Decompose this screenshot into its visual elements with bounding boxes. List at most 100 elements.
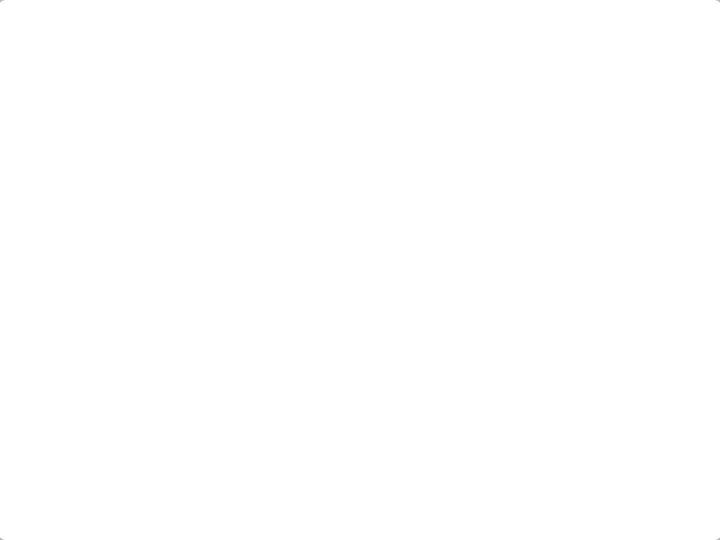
Circle shape	[404, 490, 428, 517]
Circle shape	[458, 490, 482, 517]
Circle shape	[467, 402, 517, 459]
Text: Hepatocyte: Hepatocyte	[399, 194, 441, 200]
Circle shape	[402, 349, 431, 382]
Text: 4: 4	[418, 312, 423, 321]
Circle shape	[426, 36, 446, 58]
Circle shape	[374, 399, 421, 453]
Circle shape	[494, 490, 518, 517]
Text: Liver: Liver	[636, 302, 659, 311]
Circle shape	[563, 445, 610, 499]
Circle shape	[539, 51, 559, 74]
Ellipse shape	[509, 357, 575, 421]
Circle shape	[570, 442, 595, 471]
Circle shape	[400, 271, 413, 285]
Circle shape	[562, 402, 611, 459]
Circle shape	[384, 477, 429, 529]
Circle shape	[395, 48, 405, 59]
Circle shape	[563, 461, 610, 515]
Text: 2: 2	[411, 133, 416, 143]
Ellipse shape	[487, 415, 492, 444]
Circle shape	[541, 415, 569, 446]
Text: BILIRUBIN–: BILIRUBIN–	[441, 142, 489, 151]
Ellipse shape	[463, 415, 468, 444]
Text: BILIVERDIN: BILIVERDIN	[432, 92, 481, 102]
Circle shape	[530, 415, 549, 436]
Ellipse shape	[585, 38, 625, 72]
Circle shape	[460, 167, 472, 181]
Circle shape	[569, 94, 587, 114]
Circle shape	[390, 484, 415, 512]
Text: Senescent
red cells: Senescent red cells	[303, 104, 340, 117]
Circle shape	[582, 426, 596, 441]
Circle shape	[410, 167, 422, 181]
Circle shape	[418, 113, 430, 126]
Circle shape	[570, 463, 595, 492]
Circle shape	[313, 56, 330, 75]
Circle shape	[405, 48, 415, 59]
Circle shape	[427, 402, 477, 459]
Ellipse shape	[560, 496, 605, 526]
Circle shape	[508, 258, 520, 272]
Circle shape	[374, 445, 421, 499]
Circle shape	[495, 402, 544, 459]
Circle shape	[433, 415, 461, 446]
Circle shape	[495, 258, 508, 272]
Circle shape	[299, 39, 344, 91]
Circle shape	[650, 24, 668, 44]
Circle shape	[535, 402, 585, 459]
Circle shape	[374, 476, 421, 530]
Circle shape	[405, 113, 417, 126]
Circle shape	[454, 402, 503, 459]
Circle shape	[481, 402, 531, 459]
Text: 3: 3	[476, 250, 482, 259]
Circle shape	[476, 490, 500, 517]
Circle shape	[488, 415, 515, 446]
Ellipse shape	[577, 461, 600, 468]
Circle shape	[435, 167, 447, 181]
Circle shape	[452, 415, 479, 446]
Ellipse shape	[577, 490, 600, 496]
Circle shape	[325, 30, 341, 49]
Circle shape	[411, 470, 425, 485]
Text: Colon: Colon	[341, 416, 364, 425]
Text: Duodenum: Duodenum	[600, 382, 642, 391]
Circle shape	[400, 480, 413, 496]
Circle shape	[373, 402, 423, 459]
Ellipse shape	[348, 222, 654, 401]
Circle shape	[639, 29, 647, 39]
Ellipse shape	[477, 230, 634, 362]
Ellipse shape	[562, 415, 567, 444]
Ellipse shape	[560, 423, 587, 449]
Circle shape	[492, 477, 537, 529]
Circle shape	[422, 490, 446, 517]
Circle shape	[404, 127, 423, 148]
Ellipse shape	[537, 415, 542, 444]
Circle shape	[642, 74, 654, 87]
Text: Bilirubin
glucuronides: Bilirubin glucuronides	[312, 243, 357, 256]
Ellipse shape	[351, 239, 463, 353]
Circle shape	[374, 430, 421, 484]
Text: Urobilinogen: Urobilinogen	[627, 457, 676, 467]
Circle shape	[469, 113, 480, 126]
Circle shape	[414, 271, 426, 285]
Circle shape	[431, 113, 442, 126]
Circle shape	[387, 402, 436, 459]
Circle shape	[416, 415, 443, 446]
Circle shape	[570, 421, 595, 450]
Ellipse shape	[512, 415, 518, 444]
Ellipse shape	[397, 344, 443, 383]
Circle shape	[438, 477, 483, 529]
Circle shape	[546, 78, 564, 99]
Circle shape	[588, 470, 600, 484]
Circle shape	[508, 402, 557, 459]
Text: ALBUMIN COMPLEX: ALBUMIN COMPLEX	[426, 155, 505, 161]
Circle shape	[662, 46, 682, 69]
Circle shape	[452, 477, 497, 529]
Circle shape	[400, 464, 413, 480]
Ellipse shape	[528, 386, 582, 434]
Circle shape	[413, 402, 463, 459]
Ellipse shape	[589, 43, 621, 66]
Text: Biliverdin
reductase: Biliverdin reductase	[695, 75, 720, 87]
Text: Bilirubin metabolism: Bilirubin metabolism	[64, 166, 351, 194]
Circle shape	[428, 271, 440, 285]
